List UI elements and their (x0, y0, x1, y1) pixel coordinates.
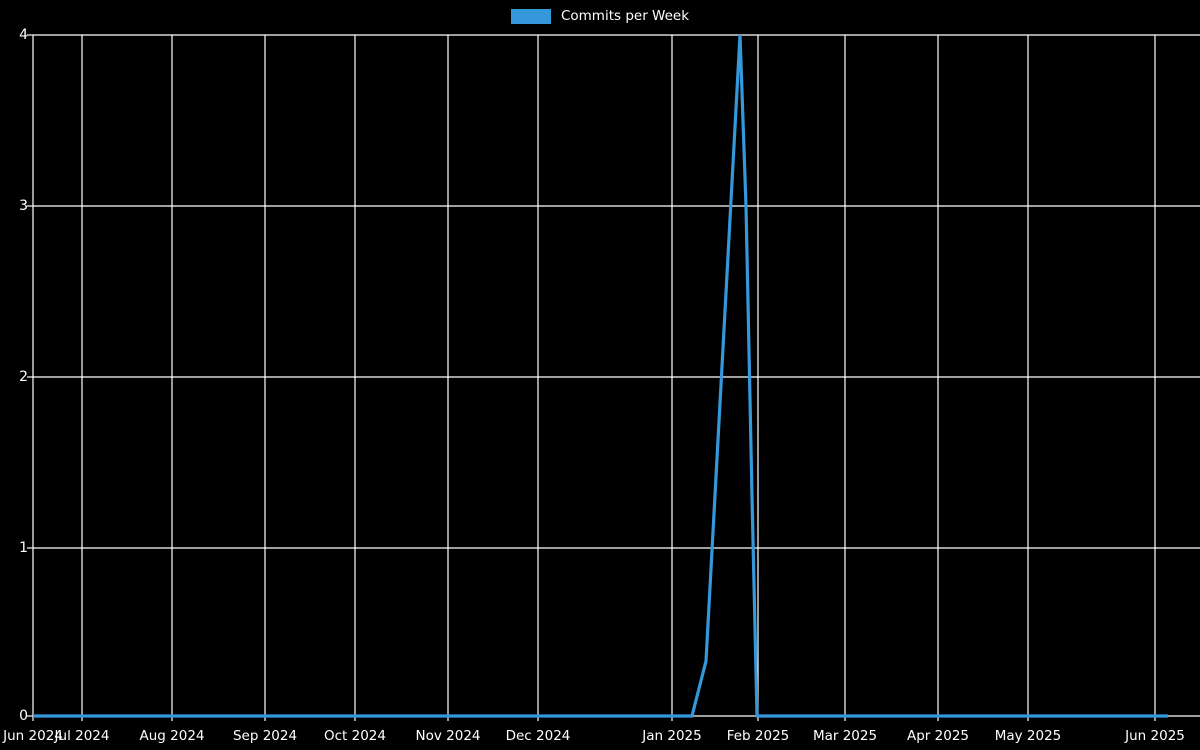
chart-legend: Commits per Week (0, 7, 1200, 25)
x-axis-label-nov-2024: Nov 2024 (415, 728, 481, 744)
x-axis-label-apr-2025: Apr 2025 (906, 728, 970, 744)
y-axis-label-0: 0 (19, 708, 28, 724)
legend-label: Commits per Week (560, 7, 690, 24)
series-line-commits-per-week (33, 34, 1168, 718)
x-axis-label-jan-2025: Jan 2025 (642, 728, 702, 744)
x-axis-label-jul-2024: Jul 2024 (54, 728, 110, 744)
x-axis-label-aug-2024: Aug 2024 (139, 728, 205, 744)
x-axis-label-oct-2024: Oct 2024 (324, 728, 386, 744)
y-axis-label-3: 3 (19, 198, 28, 214)
x-axis-label-jun-2024: Jun 2024 (3, 728, 63, 744)
grid-lines-horizontal (33, 34, 1200, 717)
legend-color-swatch (510, 8, 551, 24)
x-axis-label-sep-2024: Sep 2024 (232, 728, 298, 744)
x-axis-label-jun-2025: Jun 2025 (1125, 728, 1185, 744)
x-axis-label-mar-2025: Mar 2025 (812, 728, 878, 744)
y-axis-label-2: 2 (19, 369, 28, 385)
y-axis-label-1: 1 (19, 540, 28, 556)
y-axis-label-4: 4 (19, 27, 28, 43)
y-axis-ticks (27, 34, 33, 717)
grid-lines-vertical (32, 35, 1156, 721)
x-axis-label-dec-2024: Dec 2024 (505, 728, 571, 744)
x-axis-label-feb-2025: Feb 2025 (726, 728, 790, 744)
x-axis-label-may-2025: May 2025 (994, 728, 1062, 744)
